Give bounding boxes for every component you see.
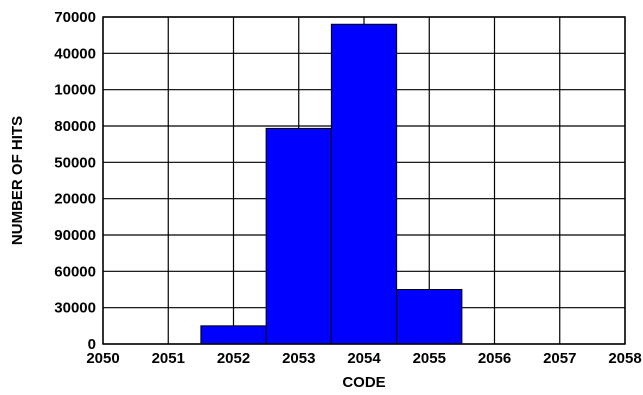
y-tick-labels: 0 30000 60000 90000 20000 50000 80000 10000 4000…	[54, 9, 96, 353]
x-tick-label: 2054	[347, 350, 381, 367]
bars	[200, 23, 463, 345]
bar-2054	[330, 23, 398, 345]
y-tick-label: 70000	[54, 9, 96, 26]
y-tick-label: 50000	[54, 154, 96, 171]
y-tick-label: 40000	[54, 45, 96, 62]
y-tick-label: 10000	[54, 82, 96, 99]
x-tick-label: 2052	[217, 350, 250, 367]
x-tick-label: 2051	[152, 350, 185, 367]
x-tick-labels: 2050 2051 2052 2053 2054 2055 2056 2057 2058	[86, 350, 641, 367]
x-axis-title: CODE	[342, 374, 385, 391]
y-tick-label: 60000	[54, 263, 96, 280]
plot-frame	[102, 16, 626, 345]
x-tick-label: 2050	[86, 350, 119, 367]
y-tick-label: 0	[88, 336, 96, 353]
y-tick-label: 80000	[54, 118, 96, 135]
x-tick-label: 2053	[282, 350, 315, 367]
y-tick-label: 30000	[54, 300, 96, 317]
x-tick-label: 2058	[608, 350, 641, 367]
bar-2052	[200, 325, 267, 345]
x-tick-label: 2056	[478, 350, 511, 367]
bar-2053	[265, 127, 332, 345]
y-tick-label: 90000	[54, 227, 96, 244]
x-tick-label: 2057	[543, 350, 576, 367]
x-tick-label: 2055	[413, 350, 446, 367]
bar-2055	[396, 289, 463, 345]
y-tick-label: 20000	[54, 191, 96, 208]
y-axis-title: NUMBER OF HITS	[9, 116, 26, 245]
